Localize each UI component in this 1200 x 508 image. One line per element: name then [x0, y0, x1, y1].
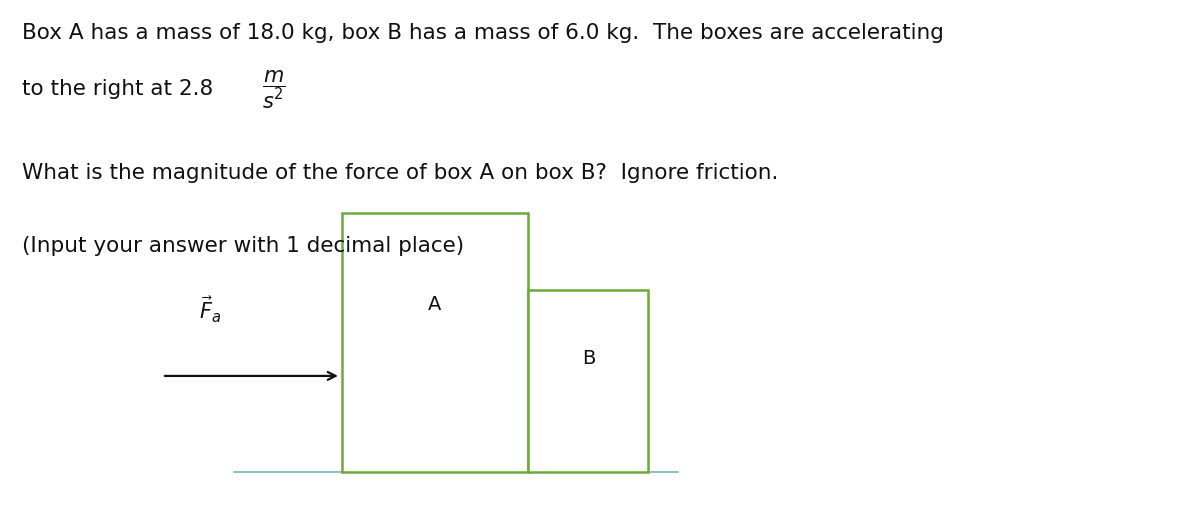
Bar: [528, 290, 648, 472]
Text: $\dfrac{m}{s^2}$: $\dfrac{m}{s^2}$: [262, 69, 286, 111]
Text: to the right at 2.8: to the right at 2.8: [22, 79, 220, 99]
Text: $\vec{F}_a$: $\vec{F}_a$: [199, 295, 221, 325]
Text: A: A: [427, 295, 442, 314]
Text: What is the magnitude of the force of box A on box B?  Ignore friction.: What is the magnitude of the force of bo…: [22, 163, 778, 182]
Text: Box A has a mass of 18.0 kg, box B has a mass of 6.0 kg.  The boxes are accelera: Box A has a mass of 18.0 kg, box B has a…: [22, 23, 943, 43]
Bar: [342, 213, 528, 472]
Text: B: B: [582, 348, 596, 368]
Text: (Input your answer with 1 decimal place): (Input your answer with 1 decimal place): [22, 236, 463, 256]
